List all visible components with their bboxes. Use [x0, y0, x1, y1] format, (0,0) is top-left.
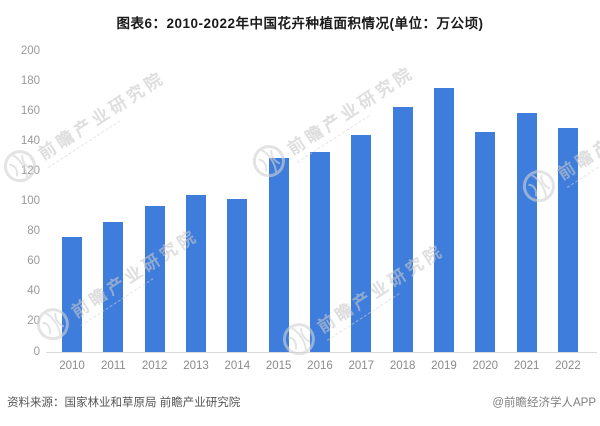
x-axis-label-2014: 2014: [224, 360, 251, 372]
x-axis-label-2012: 2012: [141, 360, 168, 372]
y-axis-tick-label-60: 60: [27, 255, 40, 268]
bar-2018: [392, 106, 413, 352]
bar-2010: [62, 236, 82, 352]
y-axis-tick-label-0: 0: [33, 345, 40, 358]
bar-2013: [185, 194, 206, 352]
x-axis-label-2010: 2010: [59, 360, 85, 372]
y-axis-tick-label-140: 140: [20, 134, 40, 147]
x-axis-label-2017: 2017: [348, 360, 375, 372]
bar-2014: [227, 199, 248, 352]
y-axis-tick-label-160: 160: [20, 104, 40, 117]
watermark-text: 前瞻产业研究院: [68, 225, 203, 322]
y-axis-tick-label-40: 40: [27, 285, 40, 298]
watermark-text: 前瞻产业研究院: [314, 240, 449, 337]
y-axis-tick-label-200: 200: [20, 44, 40, 57]
bar-2012: [144, 206, 165, 352]
x-axis-line: [46, 352, 597, 353]
x-axis-label-2015: 2015: [265, 360, 292, 372]
x-axis-label-2016: 2016: [307, 360, 333, 372]
source-note: 资料来源：国家林业和草原局 前瞻产业研究院: [7, 397, 241, 409]
y-axis-tick-label-120: 120: [20, 164, 40, 177]
x-axis-label-2021: 2021: [513, 360, 540, 372]
watermark-subline: [47, 120, 121, 168]
x-axis-label-2011: 2011: [100, 360, 126, 372]
x-axis-label-2022: 2022: [555, 360, 581, 372]
bar-2011: [103, 221, 124, 352]
x-axis-label-2019: 2019: [431, 360, 457, 372]
x-axis-label-2020: 2020: [472, 360, 499, 372]
y-axis-tick-label-180: 180: [20, 74, 40, 87]
x-axis-label-2018: 2018: [389, 360, 416, 372]
bar-2020: [475, 131, 496, 352]
bar-2017: [351, 134, 372, 352]
bar-2019: [433, 87, 454, 352]
bar-2022: [557, 127, 578, 352]
footer: 资料来源：国家林业和草原局 前瞻产业研究院 @前瞻经济学人APP: [0, 394, 600, 412]
bar-2015: [268, 157, 289, 352]
y-axis-tick-label-80: 80: [27, 225, 40, 238]
y-axis-tick-label-20: 20: [27, 315, 40, 328]
bar-2016: [309, 151, 330, 352]
chart-title: 图表6：2010-2022年中国花卉种植面积情况(单位：万公顷): [116, 16, 484, 31]
bar-2021: [516, 113, 537, 352]
brand-note: @前瞻经济学人APP: [492, 397, 596, 409]
x-axis-label-2013: 2013: [183, 360, 209, 372]
watermark-text: 前瞻产业研究院: [35, 67, 170, 164]
y-axis-tick-label-100: 100: [20, 195, 40, 207]
